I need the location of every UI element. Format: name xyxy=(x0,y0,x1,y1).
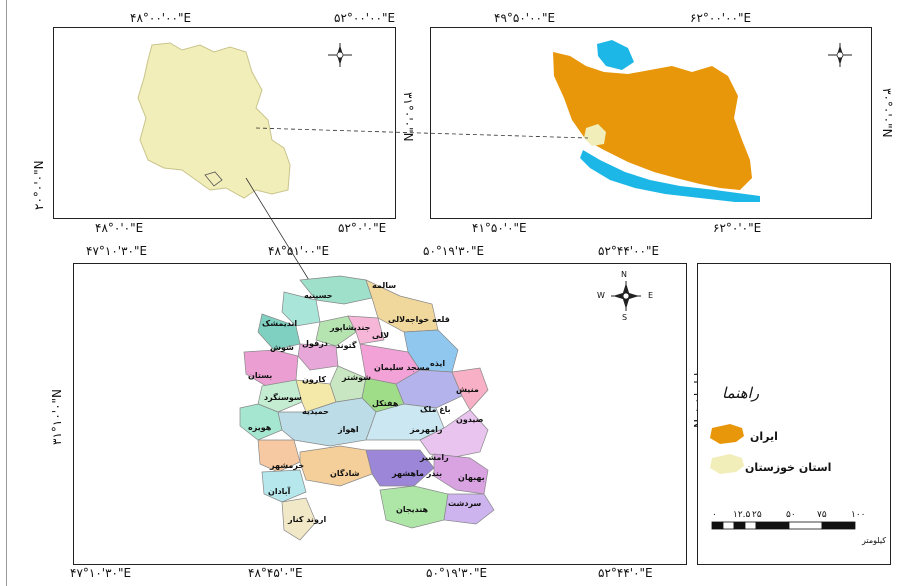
scale-tick-0: ۰ xyxy=(712,510,717,520)
label-shadegan: شادگان xyxy=(330,468,360,478)
bottom-coord-bottom-3: ۵۰°۱۹'۳۰"E xyxy=(426,566,488,580)
scale-unit: کیلومتر xyxy=(862,536,887,545)
county-aghajari xyxy=(419,409,489,459)
label-karun: کارون xyxy=(302,375,326,384)
north-arrow-w: W xyxy=(597,291,605,300)
label-shoushtar: شوشتر xyxy=(341,373,371,382)
scale-tick-3: ۵۰ xyxy=(786,510,796,520)
county-jondishapur xyxy=(315,315,357,347)
label-ramhormoz: رامهرمز xyxy=(409,425,443,434)
label-mahshahr: بندر ماهشهر xyxy=(391,469,442,478)
north-arrow-n: N xyxy=(621,270,627,279)
label-monish: منیش xyxy=(456,385,479,395)
bottom-coord-top-1: ۴۷°۱۰'۳۰"E xyxy=(86,244,148,258)
label-susangerd: سوسنگرد xyxy=(264,392,302,402)
label-andimeshk: اندیمشک xyxy=(262,319,297,328)
north-arrow-s: S xyxy=(622,313,628,322)
top-right-coord-bottom-2: ۶۲°۰'۰"E xyxy=(713,221,762,235)
label-hamidiyeh: حمیدیه xyxy=(302,407,329,416)
label-arvand: اروند کنار xyxy=(287,515,327,524)
persian-gulf-shape xyxy=(580,150,760,202)
county-shadegan xyxy=(299,445,373,487)
label-izeh: ایذه xyxy=(430,359,445,368)
label-dezful: دزفول xyxy=(302,339,328,348)
label-behbahan: بهبهان xyxy=(458,473,485,482)
bottom-coord-bottom-2: ۴۸°۴۵'۰"E xyxy=(248,566,303,580)
bottom-coord-top-4: ۵۲°۴۴'۰۰"E xyxy=(598,244,660,258)
county-manish xyxy=(451,367,489,411)
county-lali xyxy=(347,315,385,345)
north-arrow-e: E xyxy=(648,291,654,300)
county-andimeshk xyxy=(257,313,301,351)
legend-swatch-khuzestan xyxy=(710,454,744,474)
county-khorramshahr xyxy=(257,439,301,473)
label-salmeh: سالمه xyxy=(372,281,396,290)
county-dasht xyxy=(257,379,303,413)
bottom-coord-bottom-4: ۵۲°۴۴'۰"E xyxy=(598,566,653,580)
khuzestan-province-shape xyxy=(137,42,291,199)
north-arrow-icon-2 xyxy=(828,43,852,67)
label-bostan: بستان xyxy=(248,371,272,380)
label-shush: شوش xyxy=(270,343,294,353)
north-arrow-icon-3 xyxy=(611,281,641,311)
top-left-coord-bottom-1: ۴۸°۰'۰"E xyxy=(95,221,144,235)
counties-group xyxy=(239,275,495,541)
bottom-coord-top-3: ۵۰°۱۹'۳۰"E xyxy=(423,244,485,258)
label-hoveyzeh: هویزه xyxy=(248,423,272,432)
north-arrow-icon xyxy=(328,43,352,67)
legend-label-khuzestan: استان خوزستان xyxy=(745,461,832,474)
scale-tick-2: ۲۵ xyxy=(752,510,762,520)
label-abadan: آبادان xyxy=(268,486,291,496)
label-sardasht: سردشت xyxy=(448,499,481,508)
county-karun xyxy=(243,349,299,387)
label-qaleh: قلعه خواجه‌لالی xyxy=(388,315,450,324)
county-sardasht xyxy=(443,493,495,525)
label-jondishapur: جندیشاپور xyxy=(329,323,371,332)
legend-swatch-iran xyxy=(710,424,744,444)
label-khorramshahr: خرمشهر xyxy=(269,461,304,470)
scale-tick-5: ۱۰۰ xyxy=(851,510,866,520)
iran-country-shape xyxy=(553,52,752,190)
connector-line-counties xyxy=(245,177,313,286)
label-lali: لالی xyxy=(372,331,389,340)
county-hoseyniyeh xyxy=(281,291,321,327)
county-abadan xyxy=(261,469,307,503)
label-hoseyniyeh: حسینیه xyxy=(304,291,333,300)
page-border-left xyxy=(6,0,7,586)
legend-frame xyxy=(697,263,891,565)
top-left-coord-bottom-2: ۵۲°۰'۰"E xyxy=(338,221,387,235)
scale-bar xyxy=(711,521,856,530)
khuzestan-inset-detail xyxy=(204,171,223,187)
connector-line-iran xyxy=(255,127,589,139)
bottom-coord-top-2: ۴۸°۵۱'۰۰"E xyxy=(268,244,330,258)
bottom-coord-bottom-1: ۴۷°۱۰'۳۰"E xyxy=(70,566,132,580)
top-left-coord-top-2: ۵۲°۰۰'۰۰"E xyxy=(334,11,396,25)
label-baghmalek: باغ ملک xyxy=(420,405,451,414)
label-ahvaz: اهواز xyxy=(337,425,359,434)
top-right-coord-top-1: ۴۹°۵۰'۰۰"E xyxy=(494,11,556,25)
county-dezful xyxy=(297,343,339,371)
label-seydun: صیدون xyxy=(456,415,484,424)
label-gotvand: گتوند xyxy=(336,340,357,350)
county-shoushtar xyxy=(329,365,367,403)
top-right-coord-top-2: ۶۲°۰۰'۰۰"E xyxy=(690,11,752,25)
scale-tick-4: ۷۵ xyxy=(817,510,827,520)
caspian-sea-shape xyxy=(597,40,634,70)
label-masjed: مسجد سلیمان xyxy=(374,363,430,372)
top-right-coord-bottom-1: ۴۱°۵۰'۰"E xyxy=(472,221,527,235)
county-arvand xyxy=(281,497,317,541)
top-left-coord-top-1: ۴۸°۰۰'۰۰"E xyxy=(130,11,192,25)
county-labels: سالمه حسینیه قلعه خواجه‌لالی اندیمشک جند… xyxy=(248,281,485,524)
legend-label-iran: ایران xyxy=(750,430,778,443)
scale-tick-1: ۱۲.۵ xyxy=(733,510,751,520)
khuzestan-highlight-shape xyxy=(584,124,606,146)
label-ramshir: رامشیر xyxy=(419,453,449,462)
legend-title: راهنما xyxy=(722,384,760,402)
label-haftkel: هفتکل xyxy=(372,399,399,408)
label-hendijan: هندیجان xyxy=(396,505,428,514)
